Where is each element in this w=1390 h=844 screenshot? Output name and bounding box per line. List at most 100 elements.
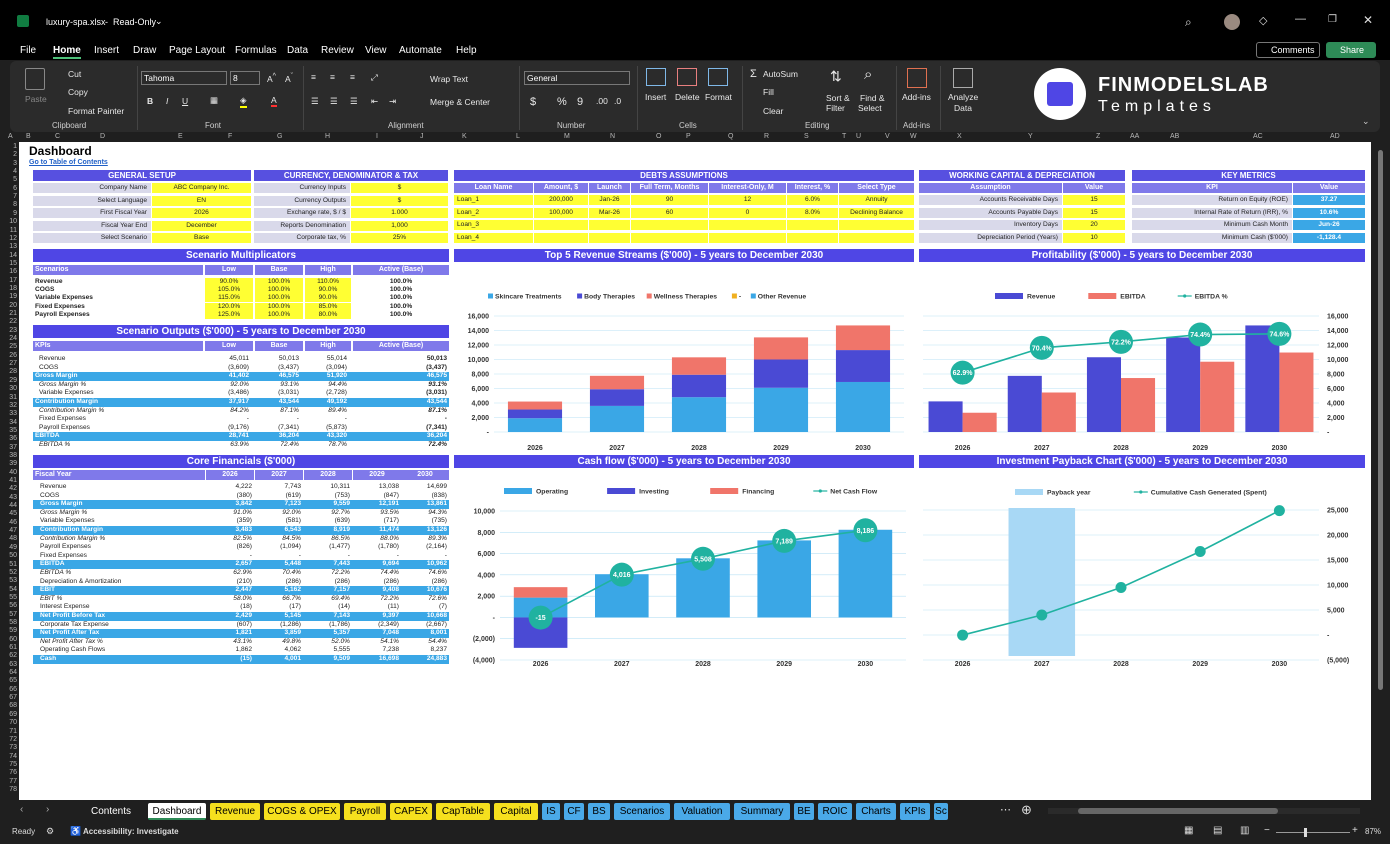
debt-cell[interactable]: Jan-26 <box>589 195 630 205</box>
menu-formulas[interactable]: Formulas <box>235 45 277 56</box>
row-header-31[interactable]: 31 <box>9 393 17 401</box>
menu-data[interactable]: Data <box>287 45 309 56</box>
debt-cell[interactable]: Mar-26 <box>589 207 630 218</box>
row-header-56[interactable]: 56 <box>9 602 17 610</box>
analyze-data-button-line2[interactable]: Data <box>954 103 972 113</box>
column-header-AC[interactable]: AC <box>1253 133 1263 140</box>
row-header-26[interactable]: 26 <box>9 351 17 359</box>
row-header-50[interactable]: 50 <box>9 552 17 560</box>
row-header-10[interactable]: 10 <box>9 218 17 226</box>
row-header-19[interactable]: 19 <box>9 293 17 301</box>
align-center-icon[interactable]: ☰ <box>330 96 338 106</box>
column-header-B[interactable]: B <box>26 133 31 140</box>
general-value[interactable]: 2026 <box>152 208 251 218</box>
column-header-M[interactable]: M <box>564 133 570 140</box>
zoom-level[interactable]: 87% <box>1365 827 1382 836</box>
row-header-13[interactable]: 13 <box>9 243 17 251</box>
column-header-AB[interactable]: AB <box>1170 133 1180 140</box>
row-header-17[interactable]: 17 <box>9 276 17 284</box>
sheet-tab-captable[interactable]: CapTable <box>436 803 490 820</box>
debt-cell[interactable]: 200,000 <box>534 195 588 205</box>
menu-insert[interactable]: Insert <box>94 45 120 56</box>
column-header-C[interactable]: C <box>55 133 61 140</box>
italic-icon[interactable]: I <box>166 96 169 106</box>
indent-icon[interactable]: ⇤ <box>371 96 379 106</box>
column-header-X[interactable]: X <box>957 133 962 140</box>
diamond-icon[interactable]: ◇ <box>1259 15 1268 27</box>
row-header-38[interactable]: 38 <box>9 451 17 459</box>
scenario-value[interactable]: 105.0% <box>205 286 253 295</box>
row-header-64[interactable]: 64 <box>9 669 17 677</box>
column-header-R[interactable]: R <box>764 133 770 140</box>
row-header-39[interactable]: 39 <box>9 460 17 468</box>
row-header-29[interactable]: 29 <box>9 376 17 384</box>
row-header-1[interactable]: 1 <box>13 143 17 150</box>
row-header-54[interactable]: 54 <box>9 585 17 593</box>
column-header-A[interactable]: A <box>8 133 13 140</box>
add-sheet-icon[interactable]: ⊕ <box>1021 802 1032 817</box>
row-header-55[interactable]: 55 <box>9 593 17 601</box>
debt-cell[interactable]: Loan_4 <box>454 232 533 243</box>
sheet-tab-capital[interactable]: Capital <box>494 803 538 820</box>
horizontal-scrollbar[interactable] <box>1048 808 1360 814</box>
row-header-3[interactable]: 3 <box>13 159 17 167</box>
tab-scroll-right-icon[interactable]: › <box>46 804 50 815</box>
row-header-35[interactable]: 35 <box>9 426 17 434</box>
scenario-value[interactable]: 110.0% <box>305 278 351 286</box>
vertical-scrollbar[interactable] <box>1371 142 1390 800</box>
sheet-tab-scenarios[interactable]: Scenarios <box>614 803 670 820</box>
scenario-value[interactable]: 90.0% <box>305 294 351 303</box>
restore-icon[interactable]: ❐ <box>1328 14 1337 25</box>
scroll-thumb[interactable] <box>1378 150 1383 690</box>
scenario-value[interactable]: 100.0% <box>255 302 303 311</box>
debt-cell[interactable] <box>589 232 630 243</box>
row-header-43[interactable]: 43 <box>9 493 17 501</box>
row-header-40[interactable]: 40 <box>9 468 17 476</box>
comma-icon[interactable]: 9 <box>577 96 584 108</box>
row-header-37[interactable]: 37 <box>9 443 17 451</box>
working-value[interactable]: 10 <box>1063 232 1125 243</box>
column-header-F[interactable]: F <box>228 133 233 140</box>
zoom-out-icon[interactable]: − <box>1264 825 1270 836</box>
addins-button[interactable]: Add-ins <box>902 92 931 102</box>
row-header-72[interactable]: 72 <box>9 735 17 743</box>
page-layout-icon[interactable]: ▤ <box>1213 825 1223 836</box>
column-header-S[interactable]: S <box>804 133 809 140</box>
row-header-45[interactable]: 45 <box>9 510 17 518</box>
row-header-7[interactable]: 7 <box>13 193 17 201</box>
row-header-34[interactable]: 34 <box>9 418 17 426</box>
general-value[interactable]: Base <box>152 233 251 243</box>
row-header-65[interactable]: 65 <box>9 677 17 685</box>
debt-cell[interactable] <box>589 220 630 230</box>
sheet-tab-valuation[interactable]: Valuation <box>674 803 730 820</box>
row-header-77[interactable]: 77 <box>9 777 17 785</box>
scenario-value[interactable]: 85.0% <box>305 302 351 311</box>
format-painter-button[interactable]: Format Painter <box>68 106 125 116</box>
decrease-font-icon[interactable]: Aˇ <box>285 72 294 84</box>
accessibility-icon[interactable]: ♿ <box>70 826 82 836</box>
sheet-tab-is[interactable]: IS <box>542 803 560 820</box>
row-header-20[interactable]: 20 <box>9 301 17 309</box>
column-header-W[interactable]: W <box>910 133 917 140</box>
fill-button[interactable]: Fill <box>763 87 774 97</box>
row-header-41[interactable]: 41 <box>9 477 17 484</box>
close-icon[interactable]: ✕ <box>1363 13 1374 27</box>
scenario-value[interactable]: 125.0% <box>205 310 253 319</box>
sheet-tab-summary[interactable]: Summary <box>734 803 790 820</box>
currency-value[interactable]: 1,000 <box>351 220 448 231</box>
debt-cell[interactable] <box>709 232 786 243</box>
debt-cell[interactable]: Loan_1 <box>454 195 533 205</box>
debt-cell[interactable]: 12 <box>709 195 786 205</box>
comments-button[interactable]: Comments <box>1256 42 1320 58</box>
column-header-K[interactable]: K <box>462 133 467 140</box>
column-header-AA[interactable]: AA <box>1130 133 1140 140</box>
debt-cell[interactable]: 60 <box>631 207 708 218</box>
row-header-4[interactable]: 4 <box>13 168 17 176</box>
row-header-73[interactable]: 73 <box>9 744 17 752</box>
row-header-36[interactable]: 36 <box>9 435 17 443</box>
paste-icon[interactable] <box>25 68 45 90</box>
hscroll-thumb[interactable] <box>1078 808 1278 814</box>
sheet-tab-payroll[interactable]: Payroll <box>344 803 386 820</box>
working-value[interactable]: 15 <box>1063 207 1125 218</box>
align-right-icon[interactable]: ☰ <box>350 96 358 106</box>
